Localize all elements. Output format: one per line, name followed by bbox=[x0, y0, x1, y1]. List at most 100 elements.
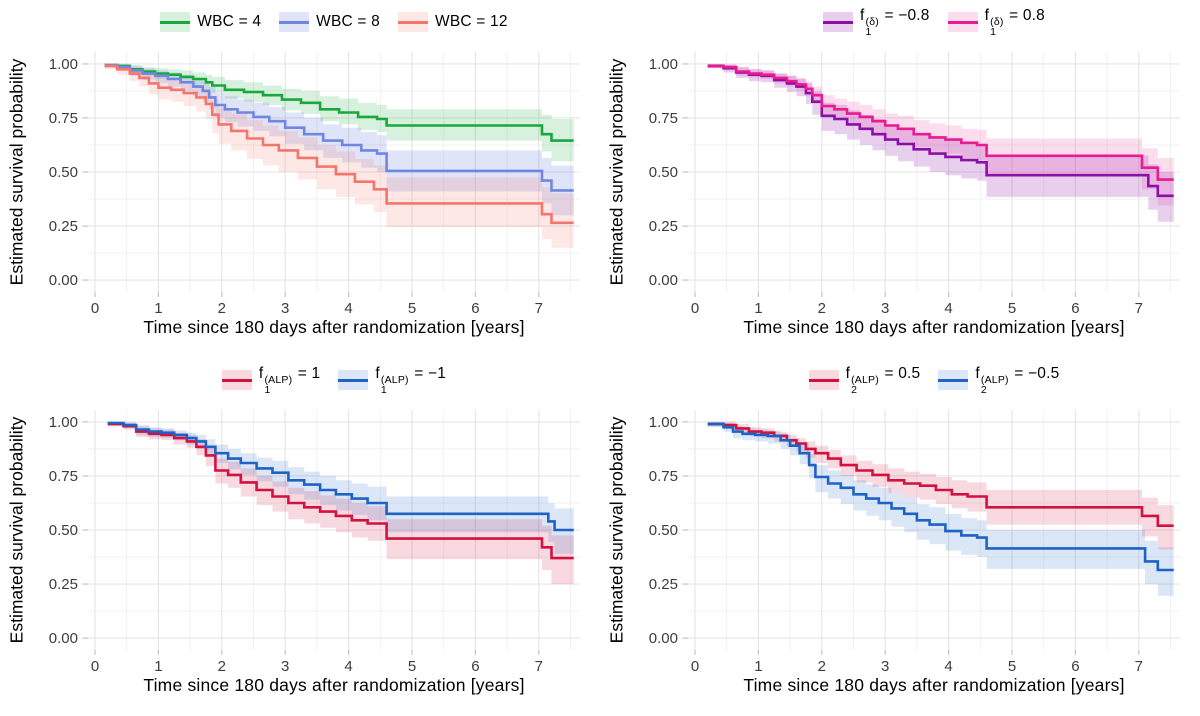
survival-step-line bbox=[104, 63, 574, 192]
x-tick-label: 3 bbox=[881, 300, 889, 317]
survival-step-line bbox=[707, 422, 1174, 527]
survival-step-line bbox=[107, 421, 574, 532]
x-tick-label: 1 bbox=[154, 658, 162, 675]
survival-step-line bbox=[107, 422, 574, 560]
y-tick-label: 0.50 bbox=[649, 522, 678, 539]
y-tick-label: 0.00 bbox=[49, 630, 78, 647]
legend-key-swatch bbox=[279, 12, 310, 32]
legend-label-supsub: (ALP) 2 bbox=[980, 374, 1009, 396]
y-tick-label: 0.00 bbox=[649, 630, 678, 647]
x-tick-label: 7 bbox=[1135, 658, 1143, 675]
x-tick-label: 0 bbox=[691, 658, 699, 675]
legend-key-swatch bbox=[398, 12, 429, 32]
legend-label: f (ALP) 1 = −1 bbox=[375, 365, 447, 396]
x-axis-title: Time since 180 days after randomization … bbox=[743, 675, 1125, 695]
legend: f (ALP) 2 = 0.5 f (ALP) 2 = −0.5 bbox=[688, 360, 1180, 400]
y-tick-label: 0.50 bbox=[649, 164, 678, 181]
legend-label-supsub: (δ) 1 bbox=[865, 16, 879, 38]
y-tick-label: 0.50 bbox=[49, 522, 78, 539]
legend-key-swatch bbox=[221, 370, 252, 390]
y-tick-label: 0.75 bbox=[649, 110, 678, 127]
x-tick-label: 4 bbox=[344, 300, 352, 317]
legend-item: WBC = 4 bbox=[160, 12, 261, 32]
x-tick-label: 3 bbox=[881, 658, 889, 675]
legend-key-line bbox=[221, 378, 252, 382]
x-tick-label: 4 bbox=[944, 300, 952, 317]
x-tick-label: 7 bbox=[535, 658, 543, 675]
legend-item: WBC = 8 bbox=[279, 12, 380, 32]
legend-label: WBC = 4 bbox=[197, 13, 262, 30]
legend-key-line bbox=[279, 20, 310, 24]
x-tick-label: 6 bbox=[471, 658, 479, 675]
legend-label: f (ALP) 2 = 0.5 bbox=[845, 365, 921, 396]
legend-item: WBC = 12 bbox=[398, 12, 508, 32]
x-tick-label: 0 bbox=[91, 658, 99, 675]
x-tick-label: 2 bbox=[818, 658, 826, 675]
y-tick-label: 1.00 bbox=[649, 56, 678, 73]
y-tick-label: 0.25 bbox=[649, 218, 678, 235]
y-tick-label: 0.00 bbox=[649, 272, 678, 289]
x-tick-label: 6 bbox=[1071, 658, 1079, 675]
x-axis-title: Time since 180 days after randomization … bbox=[143, 675, 525, 695]
y-tick-label: 1.00 bbox=[49, 414, 78, 431]
y-tick-label: 1.00 bbox=[49, 56, 78, 73]
y-tick-label: 1.00 bbox=[649, 414, 678, 431]
legend-key-swatch bbox=[808, 370, 839, 390]
legend-key-line bbox=[160, 20, 191, 24]
legend-key-swatch bbox=[947, 12, 978, 32]
survival-plot: 0 1 2 3 4 5 6 7 0.00 0.25 0.50 0.75 1.00 bbox=[49, 410, 580, 675]
x-tick-label: 1 bbox=[154, 300, 162, 317]
legend-item: f (ALP) 2 = 0.5 bbox=[808, 365, 921, 396]
x-tick-label: 7 bbox=[1135, 300, 1143, 317]
legend-key-line bbox=[938, 378, 969, 382]
legend-item: f (δ) 1 = −0.8 bbox=[822, 7, 930, 38]
x-tick-label: 3 bbox=[281, 658, 289, 675]
legend-key-line bbox=[338, 378, 369, 382]
survival-step-line bbox=[707, 64, 1174, 181]
legend-label: f (ALP) 2 = −0.5 bbox=[975, 365, 1060, 396]
legend-label: f (δ) 1 = 0.8 bbox=[984, 7, 1046, 38]
survival-plot: 0 1 2 3 4 5 6 7 0.00 0.25 0.50 0.75 1.00 bbox=[649, 52, 1180, 317]
ci-ribbon bbox=[707, 63, 1174, 206]
legend-key-line bbox=[808, 378, 839, 382]
y-tick-label: 0.75 bbox=[49, 468, 78, 485]
x-tick-label: 5 bbox=[1008, 658, 1016, 675]
x-tick-label: 5 bbox=[408, 658, 416, 675]
ci-ribbon bbox=[707, 63, 1174, 222]
survival-plot: 0 1 2 3 4 5 6 7 0.00 0.25 0.50 0.75 1.00 bbox=[649, 410, 1180, 675]
legend: f (δ) 1 = −0.8 f (δ) 1 = 0.8 bbox=[688, 2, 1180, 42]
legend-key-swatch bbox=[938, 370, 969, 390]
x-tick-label: 2 bbox=[218, 658, 226, 675]
x-tick-label: 6 bbox=[1071, 300, 1079, 317]
y-tick-label: 0.25 bbox=[49, 218, 78, 235]
legend-label: f (ALP) 1 = 1 bbox=[258, 365, 321, 396]
legend-item: f (ALP) 1 = −1 bbox=[338, 365, 446, 395]
panel-top-right: f (δ) 1 = −0.8 f (δ) 1 = 0.8 Estimated surviv… bbox=[600, 0, 1200, 358]
legend: f (ALP) 1 = 1 f (ALP) 1 = −1 bbox=[88, 360, 580, 400]
ci-ribbon bbox=[104, 63, 574, 248]
legend-item: f (ALP) 2 = −0.5 bbox=[938, 365, 1059, 395]
y-tick-label: 0.25 bbox=[49, 576, 78, 593]
x-tick-label: 1 bbox=[754, 300, 762, 317]
ci-ribbon bbox=[107, 421, 574, 585]
survival-plot: 0 1 2 3 4 5 6 7 0.00 0.25 0.50 0.75 1.00 bbox=[49, 52, 580, 317]
legend-key-line bbox=[822, 20, 853, 24]
y-tick-label: 0.75 bbox=[649, 468, 678, 485]
legend-label-supsub: (ALP) 2 bbox=[851, 374, 879, 396]
legend-key-line bbox=[398, 20, 429, 24]
y-tick-label: 0.75 bbox=[49, 110, 78, 127]
y-tick-label: 0.25 bbox=[649, 576, 678, 593]
panel-top-left: WBC = 4 WBC = 8 WBC = 12 Estimated surviva… bbox=[0, 0, 600, 358]
x-tick-label: 0 bbox=[91, 300, 99, 317]
x-axis-title: Time since 180 days after randomization … bbox=[143, 317, 525, 337]
y-tick-label: 0.00 bbox=[49, 272, 78, 289]
ci-ribbon bbox=[107, 421, 574, 554]
x-tick-label: 3 bbox=[281, 300, 289, 317]
legend-label-supsub: (ALP) 1 bbox=[380, 374, 409, 396]
x-tick-label: 0 bbox=[691, 300, 699, 317]
legend-label-supsub: (δ) 1 bbox=[990, 16, 1004, 38]
legend-label: f (δ) 1 = −0.8 bbox=[859, 7, 930, 38]
x-tick-label: 2 bbox=[218, 300, 226, 317]
survival-step-line bbox=[104, 63, 574, 142]
legend-item: f (ALP) 1 = 1 bbox=[221, 365, 321, 396]
